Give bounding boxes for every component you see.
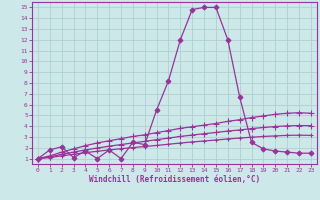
X-axis label: Windchill (Refroidissement éolien,°C): Windchill (Refroidissement éolien,°C) — [89, 175, 260, 184]
